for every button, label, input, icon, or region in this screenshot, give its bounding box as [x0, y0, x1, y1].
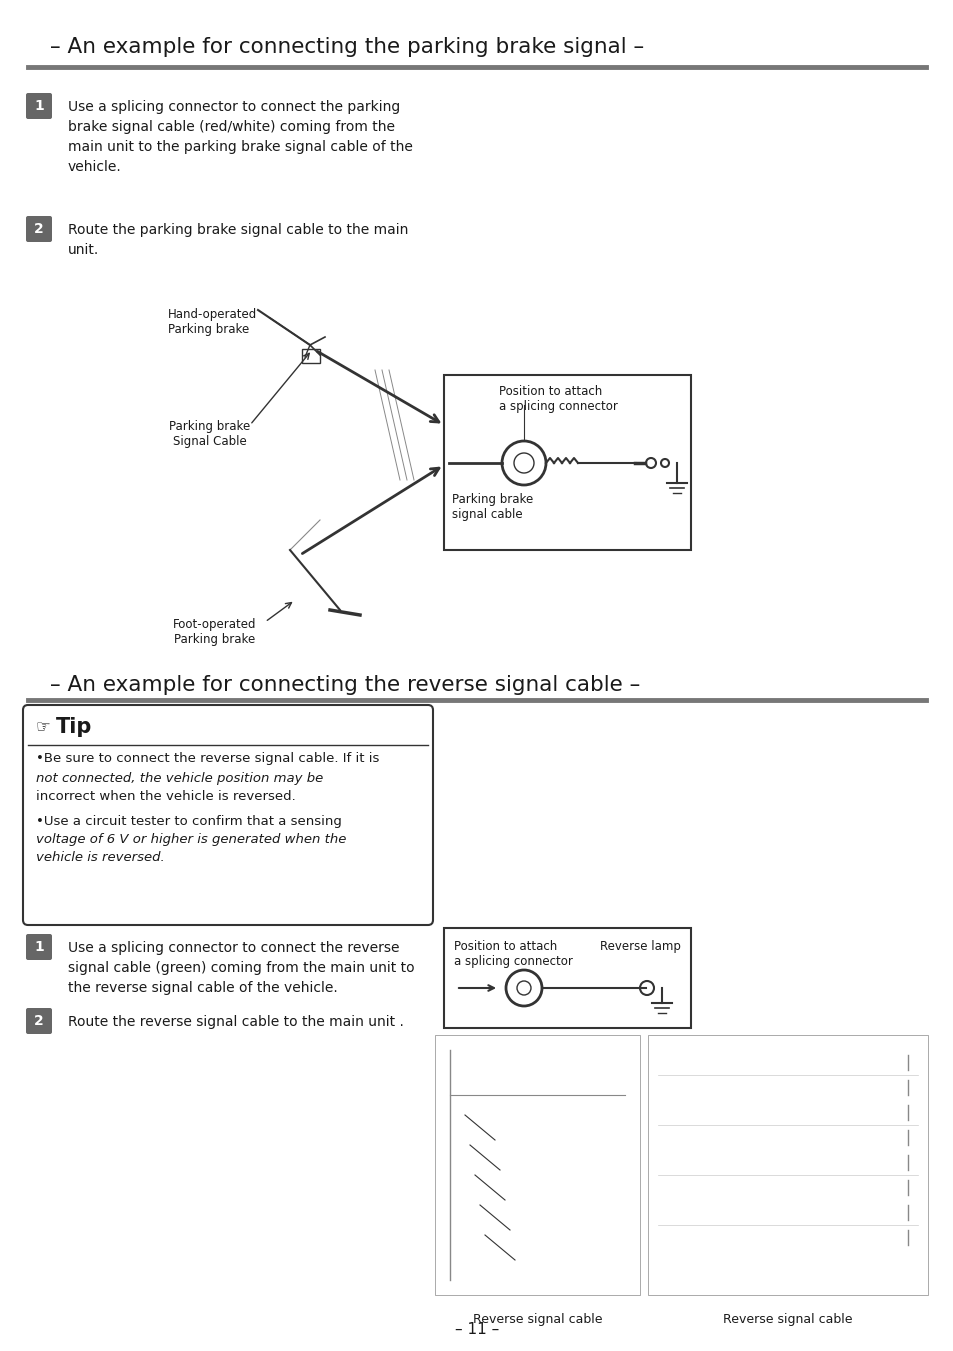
FancyBboxPatch shape — [26, 934, 52, 961]
Text: signal cable (green) coming from the main unit to: signal cable (green) coming from the mai… — [68, 961, 415, 975]
FancyBboxPatch shape — [435, 1035, 639, 1296]
Text: brake signal cable (red/white) coming from the: brake signal cable (red/white) coming fr… — [68, 120, 395, 134]
Text: Position to attach
a splicing connector: Position to attach a splicing connector — [454, 940, 572, 969]
Text: incorrect when the vehicle is reversed.: incorrect when the vehicle is reversed. — [36, 790, 295, 802]
Text: 2: 2 — [34, 1015, 44, 1028]
Text: Use a splicing connector to connect the parking: Use a splicing connector to connect the … — [68, 100, 400, 113]
Text: – An example for connecting the reverse signal cable –: – An example for connecting the reverse … — [50, 676, 639, 694]
Text: Use a splicing connector to connect the reverse: Use a splicing connector to connect the … — [68, 942, 399, 955]
Text: Reverse lamp: Reverse lamp — [599, 940, 680, 952]
Text: Foot-operated
Parking brake: Foot-operated Parking brake — [173, 617, 256, 646]
Text: Parking brake
signal cable: Parking brake signal cable — [452, 493, 533, 521]
Text: Route the reverse signal cable to the main unit .: Route the reverse signal cable to the ma… — [68, 1015, 403, 1029]
Text: ☞: ☞ — [36, 717, 51, 736]
Text: main unit to the parking brake signal cable of the: main unit to the parking brake signal ca… — [68, 141, 413, 154]
Text: vehicle.: vehicle. — [68, 159, 122, 174]
FancyBboxPatch shape — [647, 1035, 927, 1296]
Text: not connected, the vehicle position may be: not connected, the vehicle position may … — [36, 771, 323, 785]
Text: unit.: unit. — [68, 243, 99, 257]
FancyBboxPatch shape — [26, 216, 52, 242]
Text: vehicle is reversed.: vehicle is reversed. — [36, 851, 165, 865]
Text: Reverse signal cable: Reverse signal cable — [473, 1313, 601, 1325]
FancyBboxPatch shape — [26, 1008, 52, 1034]
Text: Reverse signal cable: Reverse signal cable — [722, 1313, 852, 1325]
FancyBboxPatch shape — [26, 93, 52, 119]
Text: •Be sure to connect the reverse signal cable. If it is: •Be sure to connect the reverse signal c… — [36, 753, 379, 765]
Text: voltage of 6 V or higher is generated when the: voltage of 6 V or higher is generated wh… — [36, 834, 346, 846]
FancyBboxPatch shape — [443, 928, 690, 1028]
Text: Hand-operated
Parking brake: Hand-operated Parking brake — [168, 308, 257, 336]
Text: the reverse signal cable of the vehicle.: the reverse signal cable of the vehicle. — [68, 981, 337, 994]
Text: Route the parking brake signal cable to the main: Route the parking brake signal cable to … — [68, 223, 408, 236]
FancyBboxPatch shape — [443, 376, 690, 550]
Text: Position to attach
a splicing connector: Position to attach a splicing connector — [498, 385, 618, 413]
FancyBboxPatch shape — [302, 349, 319, 363]
Text: 1: 1 — [34, 940, 44, 954]
Text: – 11 –: – 11 – — [455, 1321, 498, 1336]
FancyBboxPatch shape — [23, 705, 433, 925]
Text: Parking brake
Signal Cable: Parking brake Signal Cable — [170, 420, 251, 449]
Text: 1: 1 — [34, 99, 44, 113]
Text: •Use a circuit tester to confirm that a sensing: •Use a circuit tester to confirm that a … — [36, 815, 341, 828]
Text: Tip: Tip — [56, 717, 92, 738]
Text: – An example for connecting the parking brake signal –: – An example for connecting the parking … — [50, 36, 643, 57]
Text: 2: 2 — [34, 222, 44, 236]
